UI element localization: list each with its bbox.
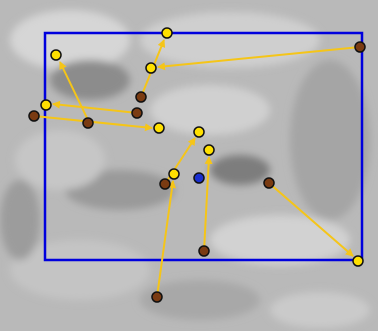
start-point xyxy=(198,245,210,257)
arrow xyxy=(156,180,177,298)
surface-texture xyxy=(0,10,370,328)
end-point xyxy=(203,144,215,156)
end-point xyxy=(50,49,62,61)
bounding-box xyxy=(43,31,364,262)
center-point xyxy=(193,172,205,184)
start-points xyxy=(28,41,366,303)
end-point xyxy=(40,99,52,111)
start-point xyxy=(131,107,143,119)
arrow xyxy=(157,46,361,71)
end-point xyxy=(161,27,173,39)
end-point xyxy=(352,255,364,267)
end-point xyxy=(168,168,180,180)
end-point xyxy=(153,122,165,134)
start-point xyxy=(151,291,163,303)
arrow xyxy=(59,61,89,121)
arrow xyxy=(52,100,138,114)
start-point xyxy=(28,110,40,122)
arrow xyxy=(268,182,354,257)
start-point xyxy=(354,41,366,53)
end-point xyxy=(145,62,157,74)
start-point xyxy=(263,177,275,189)
start-point xyxy=(135,91,147,103)
start-point xyxy=(82,117,94,129)
end-points xyxy=(40,27,364,267)
start-point xyxy=(159,178,171,190)
arrow xyxy=(203,156,213,252)
end-point xyxy=(193,126,205,138)
